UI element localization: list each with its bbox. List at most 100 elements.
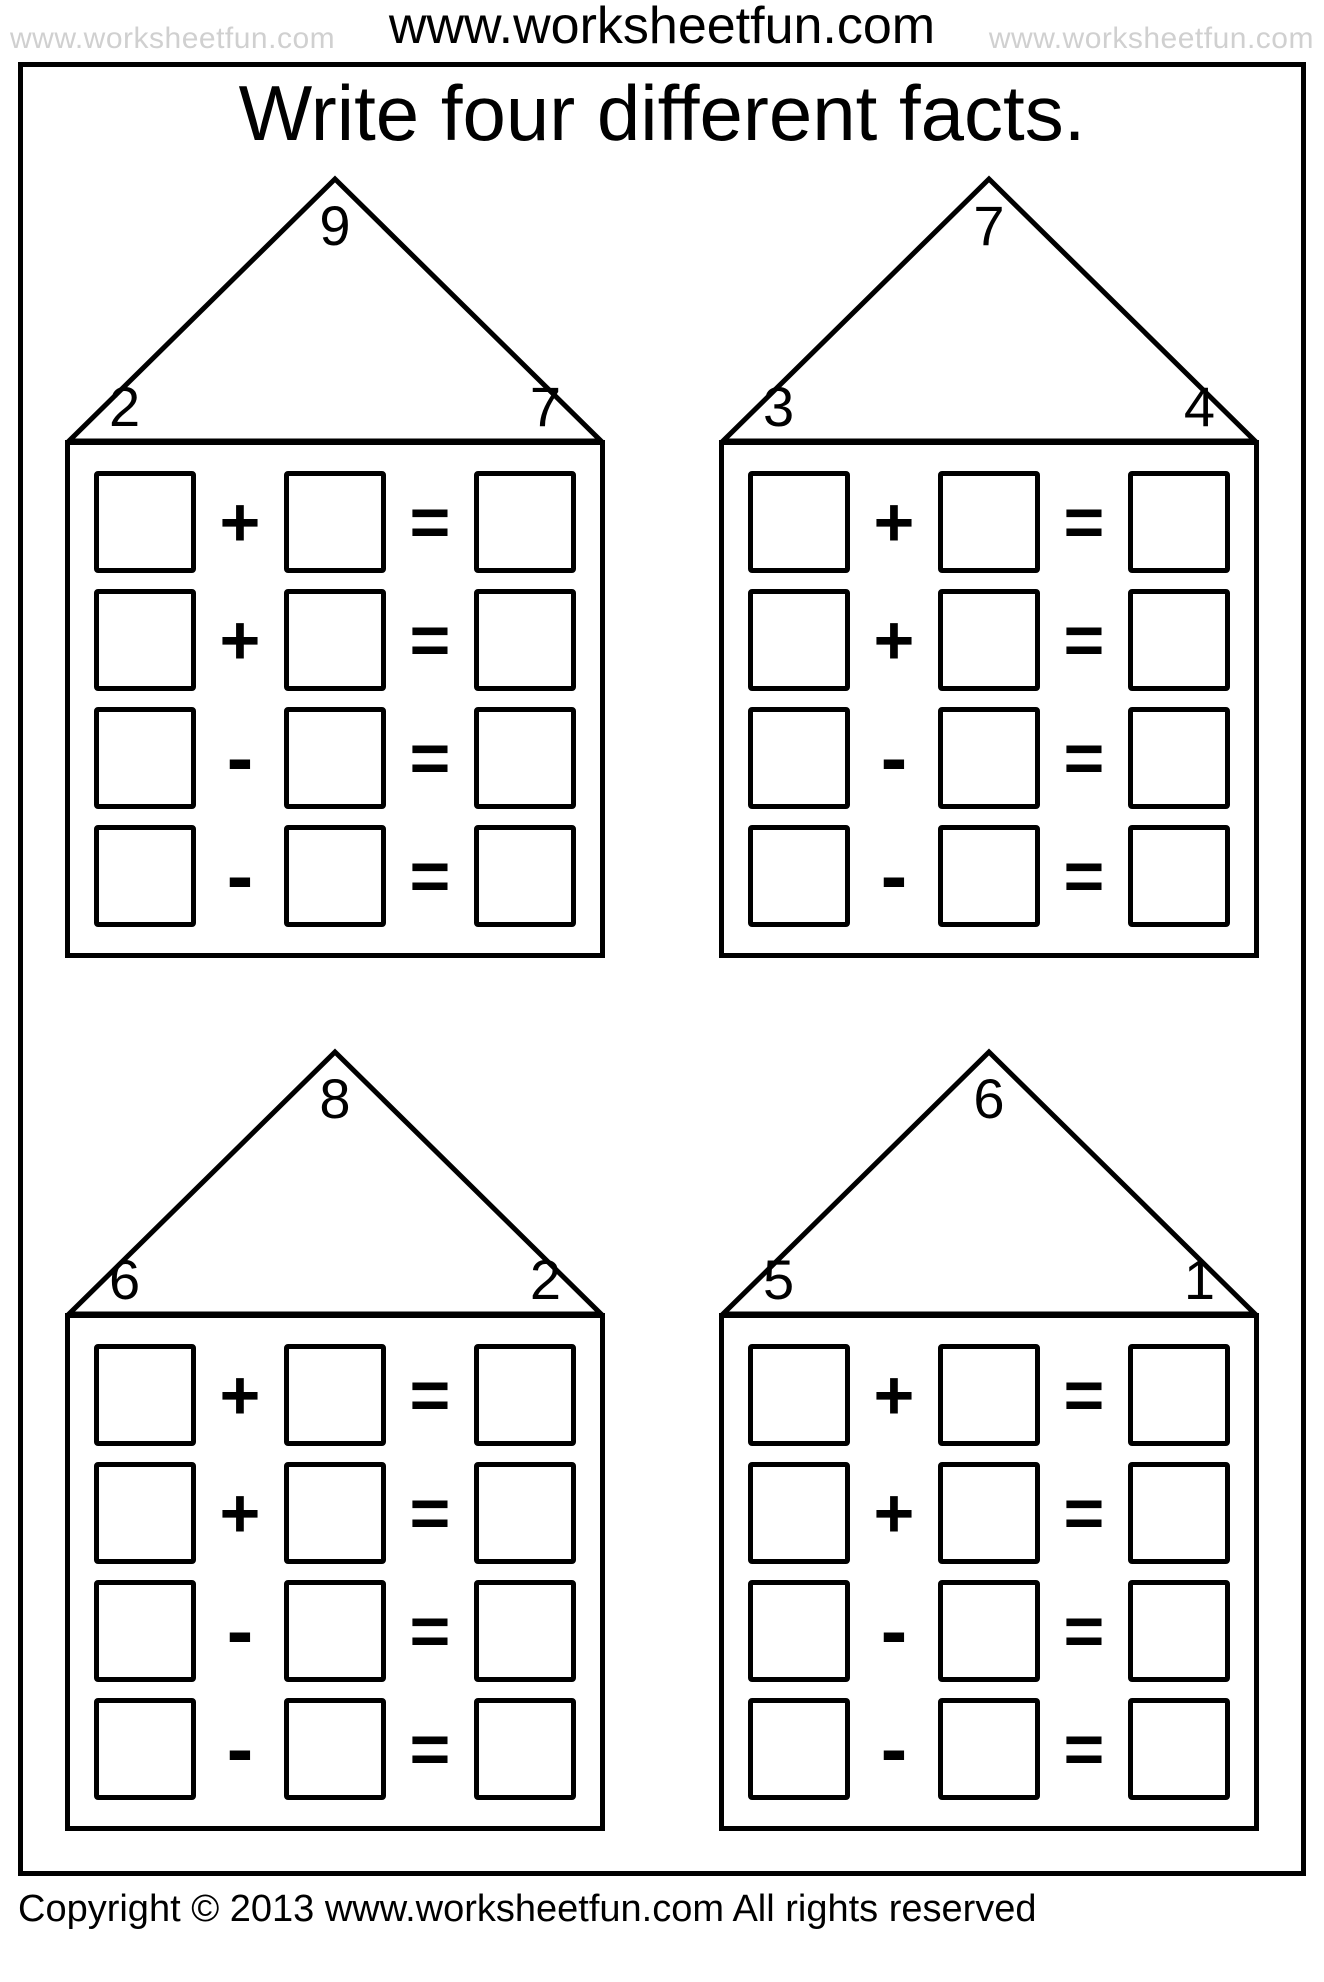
- equals-sign: =: [1054, 836, 1114, 916]
- answer-blank[interactable]: [284, 589, 386, 691]
- answer-blank[interactable]: [1128, 1462, 1230, 1564]
- roof: 8 6 2: [65, 1048, 605, 1318]
- operator: -: [864, 852, 924, 900]
- answer-blank[interactable]: [938, 707, 1040, 809]
- equals-sign: =: [1054, 1591, 1114, 1671]
- equation-row: - =: [94, 1690, 576, 1808]
- roof-left-number: 2: [109, 374, 140, 439]
- answer-blank[interactable]: [938, 1344, 1040, 1446]
- answer-blank[interactable]: [284, 471, 386, 573]
- operator: +: [210, 1473, 270, 1553]
- roof: 9 2 7: [65, 175, 605, 445]
- answer-blank[interactable]: [474, 589, 576, 691]
- answer-blank[interactable]: [284, 1462, 386, 1564]
- operator: -: [864, 734, 924, 782]
- answer-blank[interactable]: [474, 825, 576, 927]
- answer-blank[interactable]: [94, 825, 196, 927]
- equals-sign: =: [400, 836, 460, 916]
- worksheet-frame: Write four different facts. 9 2 7 +: [18, 62, 1306, 1876]
- equation-row: - =: [748, 817, 1230, 935]
- equation-row: - =: [748, 1690, 1230, 1808]
- roof-right-number: 1: [1184, 1247, 1215, 1312]
- equals-sign: =: [1054, 600, 1114, 680]
- answer-blank[interactable]: [938, 1462, 1040, 1564]
- answer-blank[interactable]: [94, 1698, 196, 1800]
- answer-blank[interactable]: [748, 1580, 850, 1682]
- answer-blank[interactable]: [938, 471, 1040, 573]
- operator: -: [864, 1607, 924, 1655]
- operator: -: [210, 1725, 270, 1773]
- fact-house: 9 2 7 + = + =: [65, 175, 605, 958]
- equals-sign: =: [400, 1355, 460, 1435]
- house-body: + = + = -: [65, 1313, 605, 1831]
- operator: +: [210, 1355, 270, 1435]
- equation-row: + =: [94, 1454, 576, 1572]
- roof-right-number: 4: [1184, 374, 1215, 439]
- answer-blank[interactable]: [1128, 589, 1230, 691]
- roof-top-number: 6: [719, 1066, 1259, 1131]
- answer-blank[interactable]: [1128, 1580, 1230, 1682]
- roof: 6 5 1: [719, 1048, 1259, 1318]
- answer-blank[interactable]: [284, 1698, 386, 1800]
- answer-blank[interactable]: [94, 707, 196, 809]
- answer-blank[interactable]: [284, 1580, 386, 1682]
- equals-sign: =: [1054, 482, 1114, 562]
- answer-blank[interactable]: [474, 707, 576, 809]
- equation-row: - =: [94, 817, 576, 935]
- answer-blank[interactable]: [284, 707, 386, 809]
- answer-blank[interactable]: [748, 471, 850, 573]
- equation-row: + =: [748, 581, 1230, 699]
- answer-blank[interactable]: [938, 589, 1040, 691]
- operator: -: [210, 1607, 270, 1655]
- operator: -: [210, 852, 270, 900]
- answer-blank[interactable]: [94, 1344, 196, 1446]
- answer-blank[interactable]: [938, 1698, 1040, 1800]
- equals-sign: =: [1054, 1355, 1114, 1435]
- operator: -: [210, 734, 270, 782]
- answer-blank[interactable]: [1128, 1344, 1230, 1446]
- answer-blank[interactable]: [474, 1344, 576, 1446]
- answer-blank[interactable]: [1128, 825, 1230, 927]
- answer-blank[interactable]: [474, 1698, 576, 1800]
- copyright-text: Copyright © 2013 www.worksheetfun.com Al…: [0, 1884, 1324, 1947]
- answer-blank[interactable]: [748, 589, 850, 691]
- equation-row: + =: [94, 1336, 576, 1454]
- equals-sign: =: [400, 600, 460, 680]
- answer-blank[interactable]: [94, 471, 196, 573]
- answer-blank[interactable]: [94, 1462, 196, 1564]
- answer-blank[interactable]: [938, 1580, 1040, 1682]
- roof-left-number: 3: [763, 374, 794, 439]
- answer-blank[interactable]: [284, 1344, 386, 1446]
- operator: +: [864, 1355, 924, 1435]
- operator: +: [864, 600, 924, 680]
- answer-blank[interactable]: [94, 1580, 196, 1682]
- answer-blank[interactable]: [748, 707, 850, 809]
- roof-top-number: 7: [719, 193, 1259, 258]
- equation-row: - =: [748, 699, 1230, 817]
- answer-blank[interactable]: [94, 589, 196, 691]
- answer-blank[interactable]: [748, 1698, 850, 1800]
- equation-row: - =: [748, 1572, 1230, 1690]
- roof-top-number: 8: [65, 1066, 605, 1131]
- roof-left-number: 5: [763, 1247, 794, 1312]
- equation-row: - =: [94, 1572, 576, 1690]
- house-body: + = + = -: [719, 440, 1259, 958]
- answer-blank[interactable]: [1128, 471, 1230, 573]
- equation-row: + =: [748, 463, 1230, 581]
- answer-blank[interactable]: [474, 471, 576, 573]
- answer-blank[interactable]: [938, 825, 1040, 927]
- equation-row: - =: [94, 699, 576, 817]
- answer-blank[interactable]: [1128, 707, 1230, 809]
- operator: -: [864, 1725, 924, 1773]
- answer-blank[interactable]: [748, 1344, 850, 1446]
- worksheet-page: www.worksheetfun.com www.worksheetfun.co…: [0, 0, 1324, 1947]
- equals-sign: =: [400, 1591, 460, 1671]
- roof-right-number: 2: [530, 1247, 561, 1312]
- answer-blank[interactable]: [1128, 1698, 1230, 1800]
- answer-blank[interactable]: [748, 1462, 850, 1564]
- answer-blank[interactable]: [748, 825, 850, 927]
- answer-blank[interactable]: [474, 1462, 576, 1564]
- answer-blank[interactable]: [474, 1580, 576, 1682]
- answer-blank[interactable]: [284, 825, 386, 927]
- equation-row: + =: [748, 1336, 1230, 1454]
